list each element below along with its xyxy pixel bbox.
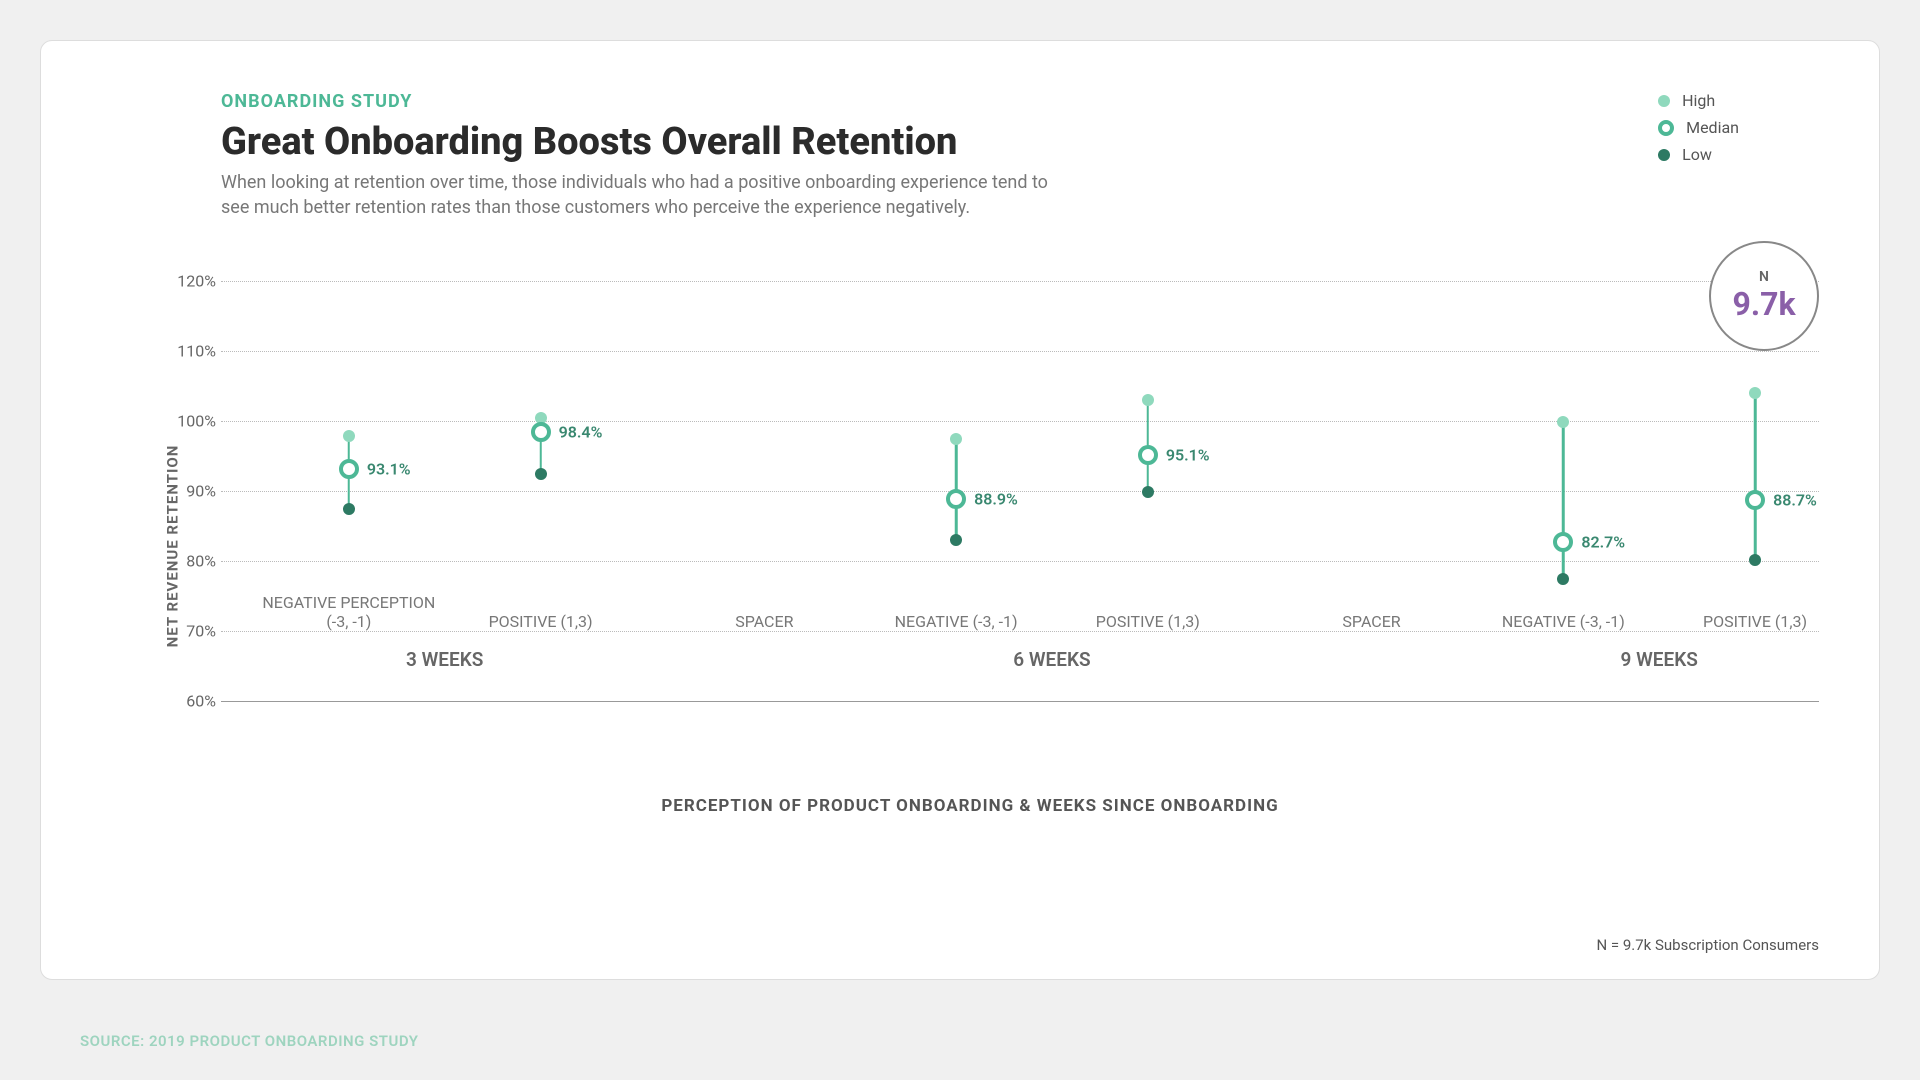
header: ONBOARDING STUDY Great Onboarding Boosts… <box>221 91 1071 220</box>
low-dot <box>535 468 547 480</box>
median-ring <box>1745 490 1765 510</box>
x-tick: NEGATIVE (-3, -1) <box>1473 612 1653 631</box>
legend-high: High <box>1658 91 1739 110</box>
median-ring <box>1553 532 1573 552</box>
gridline <box>221 281 1819 282</box>
gridline <box>221 631 1819 632</box>
y-tick: 120% <box>161 272 216 291</box>
legend-low-label: Low <box>1682 145 1712 164</box>
legend-low: Low <box>1658 145 1739 164</box>
median-label: 93.1% <box>367 460 411 479</box>
median-label: 95.1% <box>1166 446 1210 465</box>
n-badge-label: N <box>1759 269 1769 285</box>
high-dot <box>1142 394 1154 406</box>
low-dot <box>1142 486 1154 498</box>
group-label: 9 WEEKS <box>1621 648 1698 671</box>
x-tick-spacer: SPACER <box>674 612 854 631</box>
legend-median-icon <box>1658 120 1674 136</box>
x-tick: POSITIVE (1,3) <box>451 612 631 631</box>
high-dot <box>950 433 962 445</box>
gridline <box>221 351 1819 352</box>
median-ring <box>339 459 359 479</box>
low-dot <box>950 534 962 546</box>
gridline <box>221 561 1819 562</box>
stem <box>1754 393 1757 560</box>
stem <box>1562 422 1565 578</box>
x-tick-spacer: SPACER <box>1282 612 1462 631</box>
median-label: 98.4% <box>559 423 603 442</box>
eyebrow: ONBOARDING STUDY <box>221 91 1071 112</box>
y-tick: 80% <box>161 551 216 570</box>
high-dot <box>1749 387 1761 399</box>
median-ring <box>1138 445 1158 465</box>
group-label: 3 WEEKS <box>406 648 483 671</box>
legend: High Median Low <box>1658 91 1739 172</box>
median-ring <box>946 489 966 509</box>
low-dot <box>1749 554 1761 566</box>
n-badge-value: 9.7k <box>1732 285 1795 323</box>
plot: 60%70%80%90%100%110%120%NEGATIVE PERCEPT… <box>221 281 1819 701</box>
y-axis-label: NET REVENUE RETENTION <box>163 445 181 648</box>
source-line: SOURCE: 2019 PRODUCT ONBOARDING STUDY <box>80 1032 419 1050</box>
x-tick: NEGATIVE PERCEPTION (-3, -1) <box>259 593 439 631</box>
median-label: 88.7% <box>1773 491 1817 510</box>
legend-median: Median <box>1658 118 1739 137</box>
chart-subtitle: When looking at retention over time, tho… <box>221 170 1071 220</box>
chart-area: NET REVENUE RETENTION 60%70%80%90%100%11… <box>121 281 1819 811</box>
footnote: N = 9.7k Subscription Consumers <box>1596 936 1819 954</box>
median-ring <box>531 422 551 442</box>
y-tick: 60% <box>161 692 216 711</box>
n-badge: N 9.7k <box>1709 241 1819 351</box>
legend-median-label: Median <box>1686 118 1739 137</box>
gridline <box>221 421 1819 422</box>
low-dot <box>1557 573 1569 585</box>
median-label: 88.9% <box>974 489 1018 508</box>
high-dot <box>1557 416 1569 428</box>
legend-high-icon <box>1658 95 1670 107</box>
high-dot <box>343 430 355 442</box>
chart-card: ONBOARDING STUDY Great Onboarding Boosts… <box>40 40 1880 980</box>
low-dot <box>343 503 355 515</box>
legend-low-icon <box>1658 149 1670 161</box>
y-tick: 90% <box>161 482 216 501</box>
gridline <box>221 701 1819 702</box>
group-label: 6 WEEKS <box>1013 648 1090 671</box>
y-tick: 110% <box>161 341 216 360</box>
x-tick: POSITIVE (1,3) <box>1665 612 1845 631</box>
y-tick: 100% <box>161 411 216 430</box>
median-label: 82.7% <box>1581 533 1625 552</box>
x-tick: POSITIVE (1,3) <box>1058 612 1238 631</box>
legend-high-label: High <box>1682 91 1715 110</box>
x-tick: NEGATIVE (-3, -1) <box>866 612 1046 631</box>
y-tick: 70% <box>161 622 216 641</box>
gridline <box>221 491 1819 492</box>
chart-title: Great Onboarding Boosts Overall Retentio… <box>221 120 1071 164</box>
x-axis-label: PERCEPTION OF PRODUCT ONBOARDING & WEEKS… <box>661 796 1278 816</box>
